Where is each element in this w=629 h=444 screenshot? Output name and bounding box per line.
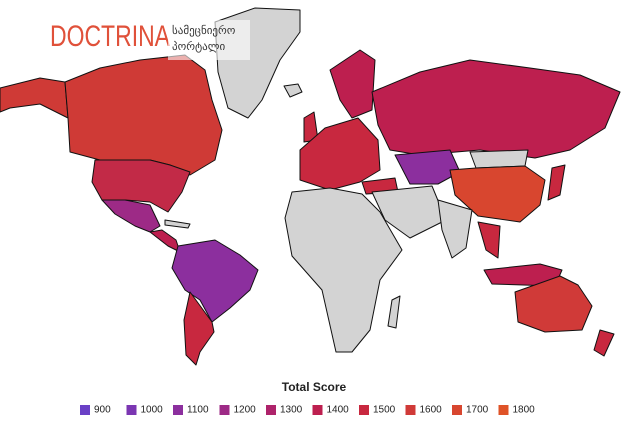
tagline: სამეცნიერო	[172, 24, 236, 37]
legend-swatch	[405, 405, 416, 415]
legend-swatch	[452, 405, 462, 415]
middle-east	[371, 185, 447, 239]
legend-swatch	[126, 405, 137, 415]
legend-label: 1400	[327, 405, 350, 416]
japan	[547, 164, 566, 201]
logo: DOCTRINA სამეცნიერო პორტალი	[50, 20, 250, 60]
legend-label: 1000	[141, 405, 164, 416]
alaska	[0, 77, 69, 119]
south-america	[171, 239, 259, 323]
russia	[371, 59, 621, 159]
legend-label: 1500	[373, 405, 396, 416]
legend-swatch	[312, 405, 323, 415]
legend-swatch	[219, 405, 230, 415]
canada	[64, 54, 223, 176]
legend-swatch	[498, 405, 509, 415]
southeast-asia	[477, 221, 501, 259]
mexico	[101, 199, 161, 233]
tagline-box	[168, 20, 250, 60]
legend-label: 1800	[513, 405, 536, 416]
scandinavia	[329, 49, 376, 119]
world-map	[0, 7, 621, 366]
legend-label: 1700	[466, 405, 489, 416]
cuba	[164, 219, 191, 229]
chile-argentina	[183, 291, 215, 366]
iceland	[283, 83, 303, 98]
legend-label: 1300	[280, 405, 303, 416]
india	[437, 199, 473, 259]
legend-title: Total Score	[282, 380, 347, 394]
legend-label: 1200	[234, 405, 257, 416]
new-zealand	[593, 329, 615, 357]
legend: Total Score 900 1000 1100 1200 1300 1400 1500 1…	[80, 380, 536, 416]
mongolia	[469, 149, 529, 169]
madagascar	[387, 295, 401, 329]
central-america	[149, 229, 181, 253]
australia	[514, 275, 593, 333]
legend-label: 1600	[420, 405, 443, 416]
legend-swatch	[359, 405, 369, 415]
usa	[91, 159, 191, 213]
legend-swatch	[173, 405, 183, 415]
logo-text: DOCTRINA	[50, 20, 170, 53]
kazakhstan	[394, 149, 461, 185]
legend-swatch	[266, 405, 276, 415]
europe	[299, 117, 381, 191]
legend-label: 1100	[187, 405, 209, 416]
legend-swatch	[80, 405, 90, 415]
tagline: პორტალი	[172, 40, 225, 53]
africa	[284, 187, 403, 353]
legend-label: 900	[94, 405, 111, 416]
china	[449, 165, 546, 223]
